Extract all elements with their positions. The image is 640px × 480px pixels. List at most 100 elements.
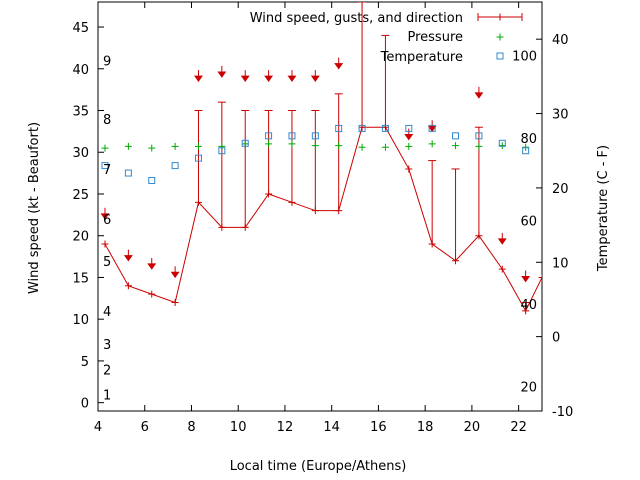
- wind-speed-point: [148, 290, 156, 298]
- beaufort-label: 3: [103, 338, 111, 353]
- x-tick-label: 18: [417, 420, 434, 435]
- pressure-point: [124, 142, 132, 150]
- series-layer: [100, 2, 542, 315]
- pressure-point: [265, 140, 273, 148]
- wind-direction-arrow: [334, 57, 344, 70]
- temperature-point: [405, 124, 413, 132]
- beaufort-label: 7: [103, 163, 111, 178]
- temperature-point: [311, 132, 319, 140]
- x-tick-label: 10: [230, 420, 247, 435]
- y-tick-label-left: 35: [72, 105, 89, 120]
- x-tick-label: 6: [141, 420, 149, 435]
- x-tick-label: 16: [370, 420, 387, 435]
- wind-direction-arrow: [404, 128, 414, 141]
- beaufort-label: 8: [103, 113, 111, 128]
- x-tick-label: 4: [94, 420, 102, 435]
- pressure-point: [428, 140, 436, 148]
- temperature-point: [288, 132, 296, 140]
- pressure-point: [171, 142, 179, 150]
- legend-label-wind: Wind speed, gusts, and direction: [250, 11, 463, 26]
- legend: Wind speed, gusts, and direction Pressur…: [250, 11, 523, 65]
- x-tick-label: 22: [510, 420, 527, 435]
- pressure-point: [452, 142, 460, 150]
- y-tick-label-left: 45: [72, 21, 89, 36]
- x-tick-label: 8: [187, 420, 195, 435]
- temperature-point: [194, 154, 202, 162]
- fahrenheit-label: 40: [520, 298, 537, 313]
- y-axis-label-right: Temperature (C - F): [596, 145, 611, 272]
- y-tick-label-left: 40: [72, 63, 89, 78]
- y-tick-label-right: 0: [552, 331, 560, 346]
- pressure-point: [335, 142, 343, 150]
- wind-direction-arrow: [100, 207, 110, 220]
- legend-samples: [477, 13, 523, 60]
- wind-speed-point: [101, 240, 109, 248]
- legend-sample-temperature: [496, 52, 504, 60]
- wind-direction-arrow: [217, 65, 227, 78]
- y-tick-label-left: 10: [72, 313, 89, 328]
- pressure-point: [101, 144, 109, 152]
- y-tick-label-left: 0: [81, 397, 89, 412]
- pressure-point: [498, 142, 506, 150]
- wind-direction-arrow: [310, 70, 320, 82]
- temperature-point: [124, 169, 132, 177]
- legend-label-temperature: Temperature: [380, 50, 463, 65]
- legend-sample-pressure: [496, 33, 504, 41]
- x-axis-label: Local time (Europe/Athens): [230, 459, 407, 474]
- temperature-point: [358, 124, 366, 132]
- wind-direction-arrow: [194, 70, 203, 82]
- temperature-point: [522, 147, 530, 155]
- wind-speed-point: [498, 265, 506, 273]
- beaufort-label: 4: [103, 305, 111, 320]
- fahrenheit-label: 20: [520, 380, 537, 395]
- temperature-point: [335, 124, 343, 132]
- beaufort-label: 1: [103, 388, 111, 403]
- pressure-point: [475, 142, 483, 150]
- plot-frame: [97, 1, 543, 412]
- beaufort-label: 6: [103, 213, 111, 228]
- y-tick-label-left: 15: [72, 271, 89, 286]
- legend-label-pressure: Pressure: [407, 30, 463, 45]
- wind-speed-point: [124, 282, 132, 290]
- wind-direction-arrow: [521, 270, 531, 283]
- temperature-point: [498, 139, 506, 147]
- wind-direction-arrow: [287, 70, 297, 82]
- pressure-point: [218, 142, 226, 150]
- wind-direction-arrow: [170, 266, 180, 279]
- y-tick-label-left: 5: [81, 355, 89, 370]
- pressure-point: [148, 144, 156, 152]
- wind-direction-arrow: [264, 70, 274, 82]
- y-tick-label-right: 30: [552, 108, 569, 123]
- temperature-point: [101, 162, 109, 170]
- wind-speed-point: [405, 165, 413, 173]
- y-tick-label-right: 20: [552, 182, 569, 197]
- y-tick-label-right: 10: [552, 256, 569, 271]
- wind-speed-point: [538, 273, 542, 281]
- temperature-point: [452, 132, 460, 140]
- temperature-point: [218, 147, 226, 155]
- beaufort-label: 9: [103, 54, 111, 69]
- wind-direction-arrow: [147, 257, 157, 270]
- y-tick-label-left: 25: [72, 188, 89, 203]
- temperature-point: [428, 124, 436, 132]
- x-tick-label: 14: [323, 420, 340, 435]
- fahrenheit-label: 80: [520, 132, 537, 147]
- y-tick-label-left: 30: [72, 146, 89, 161]
- fahrenheit-label: 60: [520, 215, 537, 230]
- pressure-point: [288, 140, 296, 148]
- x-tick-label: 12: [277, 420, 294, 435]
- legend-sample-wind-point: [496, 13, 504, 21]
- y-tick-label-right: -10: [552, 405, 573, 420]
- beaufort-label: 2: [103, 363, 111, 378]
- beaufort-label: 5: [103, 255, 111, 270]
- wind-direction-arrow: [474, 86, 484, 99]
- pressure-point: [194, 142, 202, 150]
- wind-direction-arrow: [497, 232, 507, 245]
- wind-direction-arrow: [123, 249, 133, 262]
- y-tick-label-right: 40: [552, 33, 569, 48]
- y-tick-label-left: 20: [72, 230, 89, 245]
- temperature-point: [148, 176, 156, 184]
- wind-series: [100, 2, 542, 315]
- temperature-point: [381, 124, 389, 132]
